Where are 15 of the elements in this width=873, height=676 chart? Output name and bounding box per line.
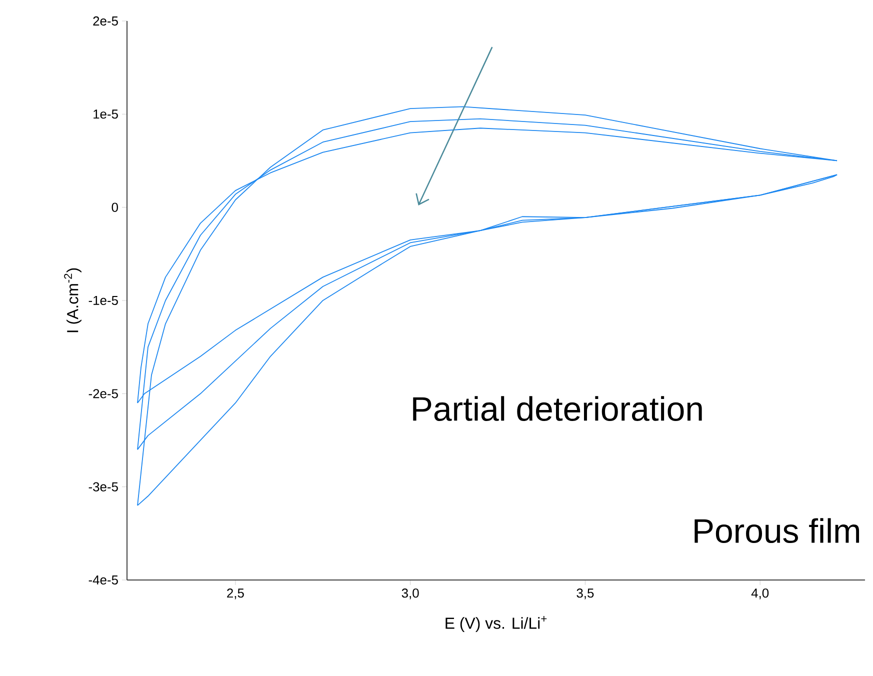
y-tick-label: 0 [112,202,118,212]
y-tick-label: -1e-5 [88,296,118,306]
y-tick-label: -2e-5 [88,389,118,398]
x-tick-label: 4,0 [751,588,769,600]
x-tick-label: 2,5 [227,588,244,600]
x-tick-label: 3,0 [402,588,419,600]
y-axis-title: I (A.cm$^{-2}$) [64,268,82,332]
y-tick-label: 1e-5 [94,110,118,119]
y-tick-label: -4e-5 [88,575,118,584]
x-axis-title: E (V) vs. Li/Li$^{+}$ [446,616,547,632]
annotation: Porous film [694,518,860,544]
y-tick-label: -3e-5 [88,482,118,492]
y-tick-label: 2e-5 [93,16,118,26]
annotation: Partial deterioration [413,396,702,421]
x-tick-label: 3,5 [576,588,594,600]
